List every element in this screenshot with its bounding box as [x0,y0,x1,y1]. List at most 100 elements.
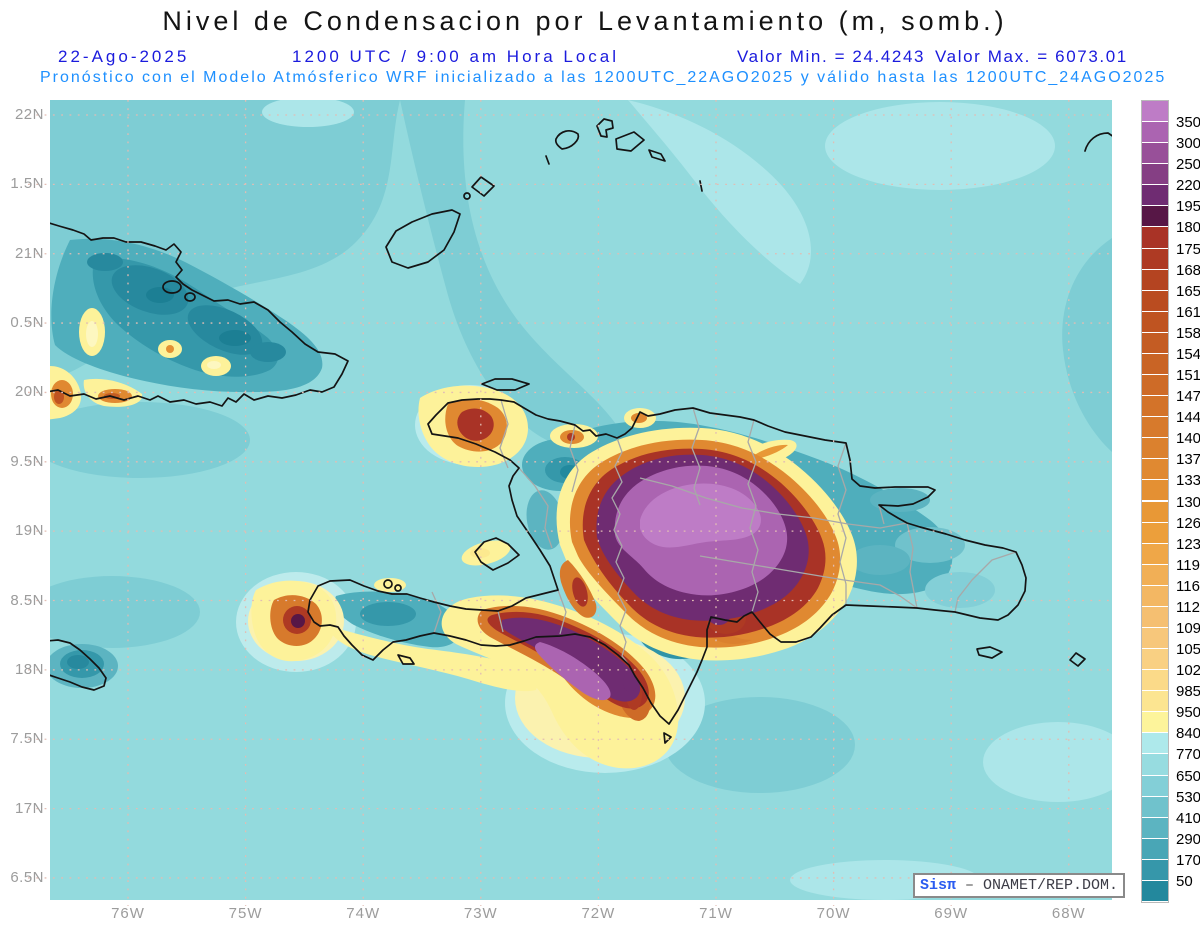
coastline-islet [463,192,471,200]
colorbar-tick-label: 1090 [1176,619,1200,637]
coastline-west-caicos-tick [545,155,550,165]
colorbar-segment [1142,480,1168,501]
colorbar-segment [1142,775,1168,796]
colorbar-tick-label: 1950 [1176,198,1200,216]
colorbar-segment [1142,796,1168,817]
colorbar-segment [1142,206,1168,227]
colorbar-segment [1142,101,1168,122]
colorbar-tick-label: 2200 [1176,177,1200,195]
colorbar-segment [1142,311,1168,332]
coastline-east-caicos [648,149,666,162]
colorbar-segment [1142,585,1168,606]
colorbar-tick-label: 1300 [1176,493,1200,511]
coastline-ne-hook [1084,132,1112,152]
page-title: Nivel de Condensacion por Levantamiento … [162,6,1008,36]
y-axis-tick-label: 8.5N [10,591,44,609]
contour-fills [50,238,995,769]
colorbar-tick-label: 770 [1176,746,1200,764]
colorbar-tick-label: 1440 [1176,409,1200,427]
x-axis-tick-label: 69W [934,905,969,922]
x-axis-tick-label: 71W [699,905,733,922]
colorbar-segment [1142,164,1168,185]
colorbar-tick-label: 290 [1176,830,1200,848]
graticule-gridlines [28,100,1112,906]
colorbar-tick-label: 530 [1176,788,1200,806]
colorbar-segment [1142,859,1168,880]
coastline-great-inagua [385,209,461,269]
colorbar-tick-label: 1475 [1176,388,1200,406]
colorbar-tick-label: 3500 [1176,114,1200,132]
colorbar-segment [1142,227,1168,248]
coastlines [50,118,1112,744]
date-label: 22-Ago-2025 [58,47,190,66]
colorbar-tick-label: 1125 [1176,598,1200,616]
colorbar-segment [1142,817,1168,838]
value-max-label: Valor Max. = 6073.01 [935,47,1128,66]
colorbar-tick-label: 50 [1176,872,1193,890]
colorbar-segment [1142,712,1168,733]
coastline-ile-a-vache [397,654,415,665]
colorbar-tick-label: 1265 [1176,514,1200,532]
coastline-cayemites [394,584,402,592]
y-axis-tick-label: 21N [14,244,44,262]
colorbar-segment [1142,353,1168,375]
colorbar-segment [1142,375,1168,396]
colorbar-tick-label: 985 [1176,683,1200,701]
colorbar-tick-label: 1020 [1176,662,1200,680]
colorbar-tick-label: 2500 [1176,156,1200,174]
colorbar-tick-label: 1405 [1176,430,1200,448]
colorbar [1141,100,1169,903]
y-axis-tick-label: 0.5N [10,314,44,332]
colorbar-segment [1142,501,1168,522]
y-axis-tick-label: 6.5N [10,868,44,886]
x-axis-tick-label: 76W [111,905,145,922]
colorbar-segment [1142,649,1168,670]
colorbar-segment [1142,691,1168,712]
y-axis-tick-label: 22N [14,106,44,123]
coastline-middle-caicos [615,131,645,152]
y-axis-tick-label: 7.5N [10,730,44,748]
x-axis-tick-label: 73W [463,905,498,922]
colorbar-segment [1142,627,1168,649]
colorbar-segment [1142,522,1168,543]
colorbar-tick-label: 1580 [1176,324,1200,342]
x-axis-tick-label: 68W [1051,905,1086,922]
y-axis-tick-label: 9.5N [10,452,44,470]
colorbar-segment [1142,396,1168,417]
colorbar-segment [1142,332,1168,353]
colorbar-segment [1142,543,1168,564]
colorbar-tick-label: 170 [1176,851,1200,869]
colorbar-segment [1142,269,1168,290]
value-min-label: Valor Min. = 24.4243 [737,47,926,66]
coastline-cuba [50,222,349,407]
colorbar-segment [1142,733,1168,754]
coastline-cuba-lagoon [184,292,196,302]
y-axis-tick-label: 18N [14,660,44,678]
x-axis-tick-label: 74W [346,905,381,922]
coastline-hispaniola [307,398,1027,725]
coastline-jamaica [50,639,107,691]
colorbar-segment [1142,754,1168,775]
x-axis-tick-label: 72W [581,905,616,922]
admin-boundaries [431,399,1017,666]
colorbar-segment [1142,248,1168,269]
coastline-tortue [481,378,530,391]
colorbar-tick-label: 1160 [1176,577,1200,595]
colorbar-segment [1142,290,1168,311]
colorbar-tick-label: 650 [1176,767,1200,785]
colorbar-segment [1142,417,1168,438]
y-axis-tick-label: 19N [14,522,44,540]
colorbar-tick-label: 410 [1176,809,1200,827]
coastline-cuba-lagoon [162,280,182,294]
coastline-providenciales [554,129,580,150]
watermark-org: ONAMET/REP.DOM. [983,877,1119,894]
coastline-beata [663,732,672,744]
colorbar-tick-label: 1615 [1176,303,1200,321]
watermark-badge: Sisπ – ONAMET/REP.DOM. [913,873,1125,898]
colorbar-segment [1142,606,1168,627]
coastline-gonave [474,537,520,571]
colorbar-tick-label: 1510 [1176,367,1200,385]
colorbar-tick-label: 1195 [1176,556,1200,574]
